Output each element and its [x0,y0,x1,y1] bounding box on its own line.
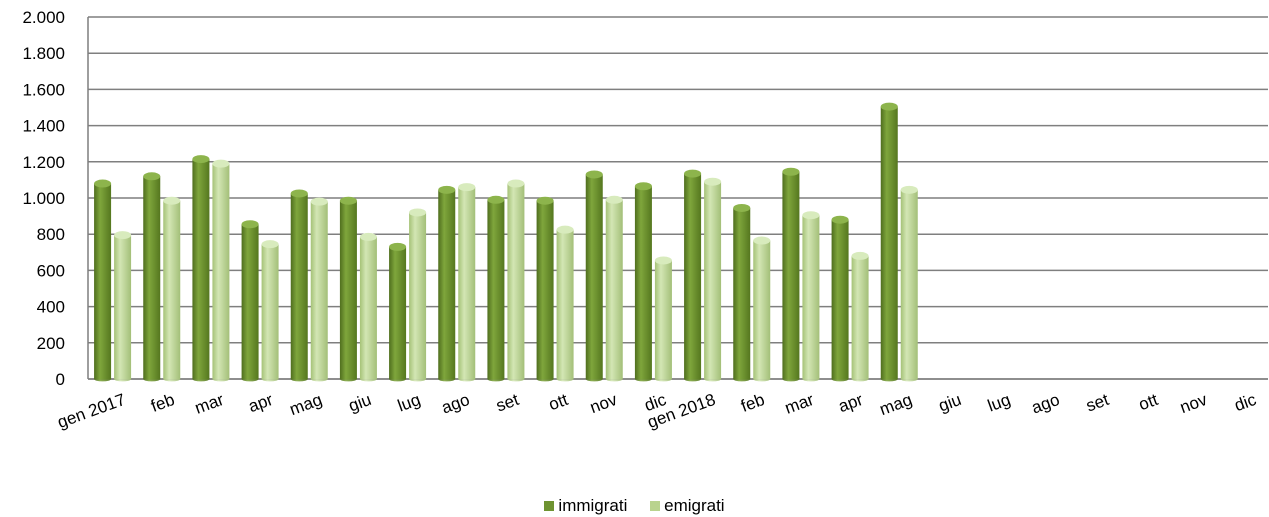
bar-chart: 0 200 400 600 800 1.000 1.200 1.400 1.600 1.800 2.… [22,8,1268,432]
bar-immigrati-2 [192,155,210,382]
bar-emigrati-0 [114,231,132,382]
bar-emigrati-11 [654,256,672,382]
bar-immigrati-12 [684,169,702,382]
bar-emigrati-5 [359,232,377,382]
x-tick-label: mag [287,390,325,419]
x-tick-label: lug [985,390,1013,416]
x-tick-label: mag [877,390,915,419]
legend-item-immigrati: immigrati [544,496,627,516]
bar-immigrati-13 [733,203,751,382]
x-tick-label: mar [782,390,816,418]
y-tick-label: 200 [37,334,65,353]
x-tick-label: nov [1177,390,1210,417]
bar-immigrati-0 [94,179,112,382]
y-tick-label: 1.000 [22,189,65,208]
bar-immigrati-10 [585,170,603,382]
y-tick-labels: 0 200 400 600 800 1.000 1.200 1.400 1.600 1.800 2.… [22,8,65,389]
x-tick-label: ott [1136,390,1161,414]
x-tick-labels: gen 2017 feb mar apr mag giu lug ago set ott nov di… [55,390,1259,432]
bar-emigrati-12 [704,177,722,382]
x-tick-label: dic [1232,390,1259,415]
bar-immigrati-5 [339,196,357,382]
bar-emigrati-3 [261,240,279,382]
legend-label-emigrati: emigrati [664,496,725,515]
x-tick-label: ott [546,390,571,414]
x-tick-label: set [493,390,521,416]
y-tick-label: 1.400 [22,117,65,136]
bar-immigrati-11 [634,182,652,382]
bar-emigrati-8 [507,179,525,382]
bar-emigrati-7 [458,183,476,382]
x-tick-label: apr [246,390,276,416]
y-tick-label: 2.000 [22,8,65,27]
bar-immigrati-6 [389,242,407,382]
x-tick-label: gen 2017 [55,390,128,432]
x-tick-label: feb [738,390,767,416]
x-tick-label: mar [192,390,226,418]
legend-label-immigrati: immigrati [558,496,628,515]
y-tick-label: 1.200 [22,153,65,172]
bar-emigrati-6 [409,208,427,382]
bar-emigrati-10 [605,195,623,382]
bar-emigrati-2 [212,159,230,382]
bar-emigrati-14 [802,211,820,382]
bar-immigrati-1 [143,172,161,382]
legend-swatch-immigrati [544,501,555,511]
bar-immigrati-4 [290,189,308,382]
bar-emigrati-15 [851,251,869,382]
bar-immigrati-7 [438,185,456,382]
bar-emigrati-1 [163,196,181,382]
x-tick-label: ago [439,390,472,418]
gridlines [88,16,1268,380]
bar-emigrati-9 [556,225,574,382]
bar-immigrati-8 [487,195,505,382]
x-tick-label: set [1083,390,1111,416]
bar-immigrati-14 [782,167,800,382]
legend-item-emigrati: emigrati [650,496,725,516]
bar-emigrati-13 [753,236,771,382]
x-tick-label: giu [346,390,374,416]
bars [94,102,918,382]
x-tick-label: feb [148,390,177,416]
y-tick-label: 0 [56,370,65,389]
y-tick-label: 1.800 [22,44,65,63]
bar-emigrati-16 [900,185,918,382]
y-tick-label: 600 [37,261,65,280]
bar-immigrati-9 [536,196,554,382]
x-tick-label: giu [936,390,964,416]
x-tick-label: apr [836,390,866,416]
x-tick-label: ago [1029,390,1062,418]
bar-immigrati-16 [880,102,898,382]
bar-immigrati-3 [241,220,259,382]
bar-immigrati-15 [831,215,849,382]
bar-emigrati-4 [310,197,328,382]
y-tick-label: 400 [37,298,65,317]
y-tick-label: 800 [37,225,65,244]
axes [87,17,1268,380]
legend-swatch-emigrati [650,501,661,511]
y-tick-label: 1.600 [22,80,65,99]
x-tick-label: nov [587,390,620,417]
x-tick-label: lug [395,390,423,416]
legend: immigrati emigrati [0,496,1269,516]
